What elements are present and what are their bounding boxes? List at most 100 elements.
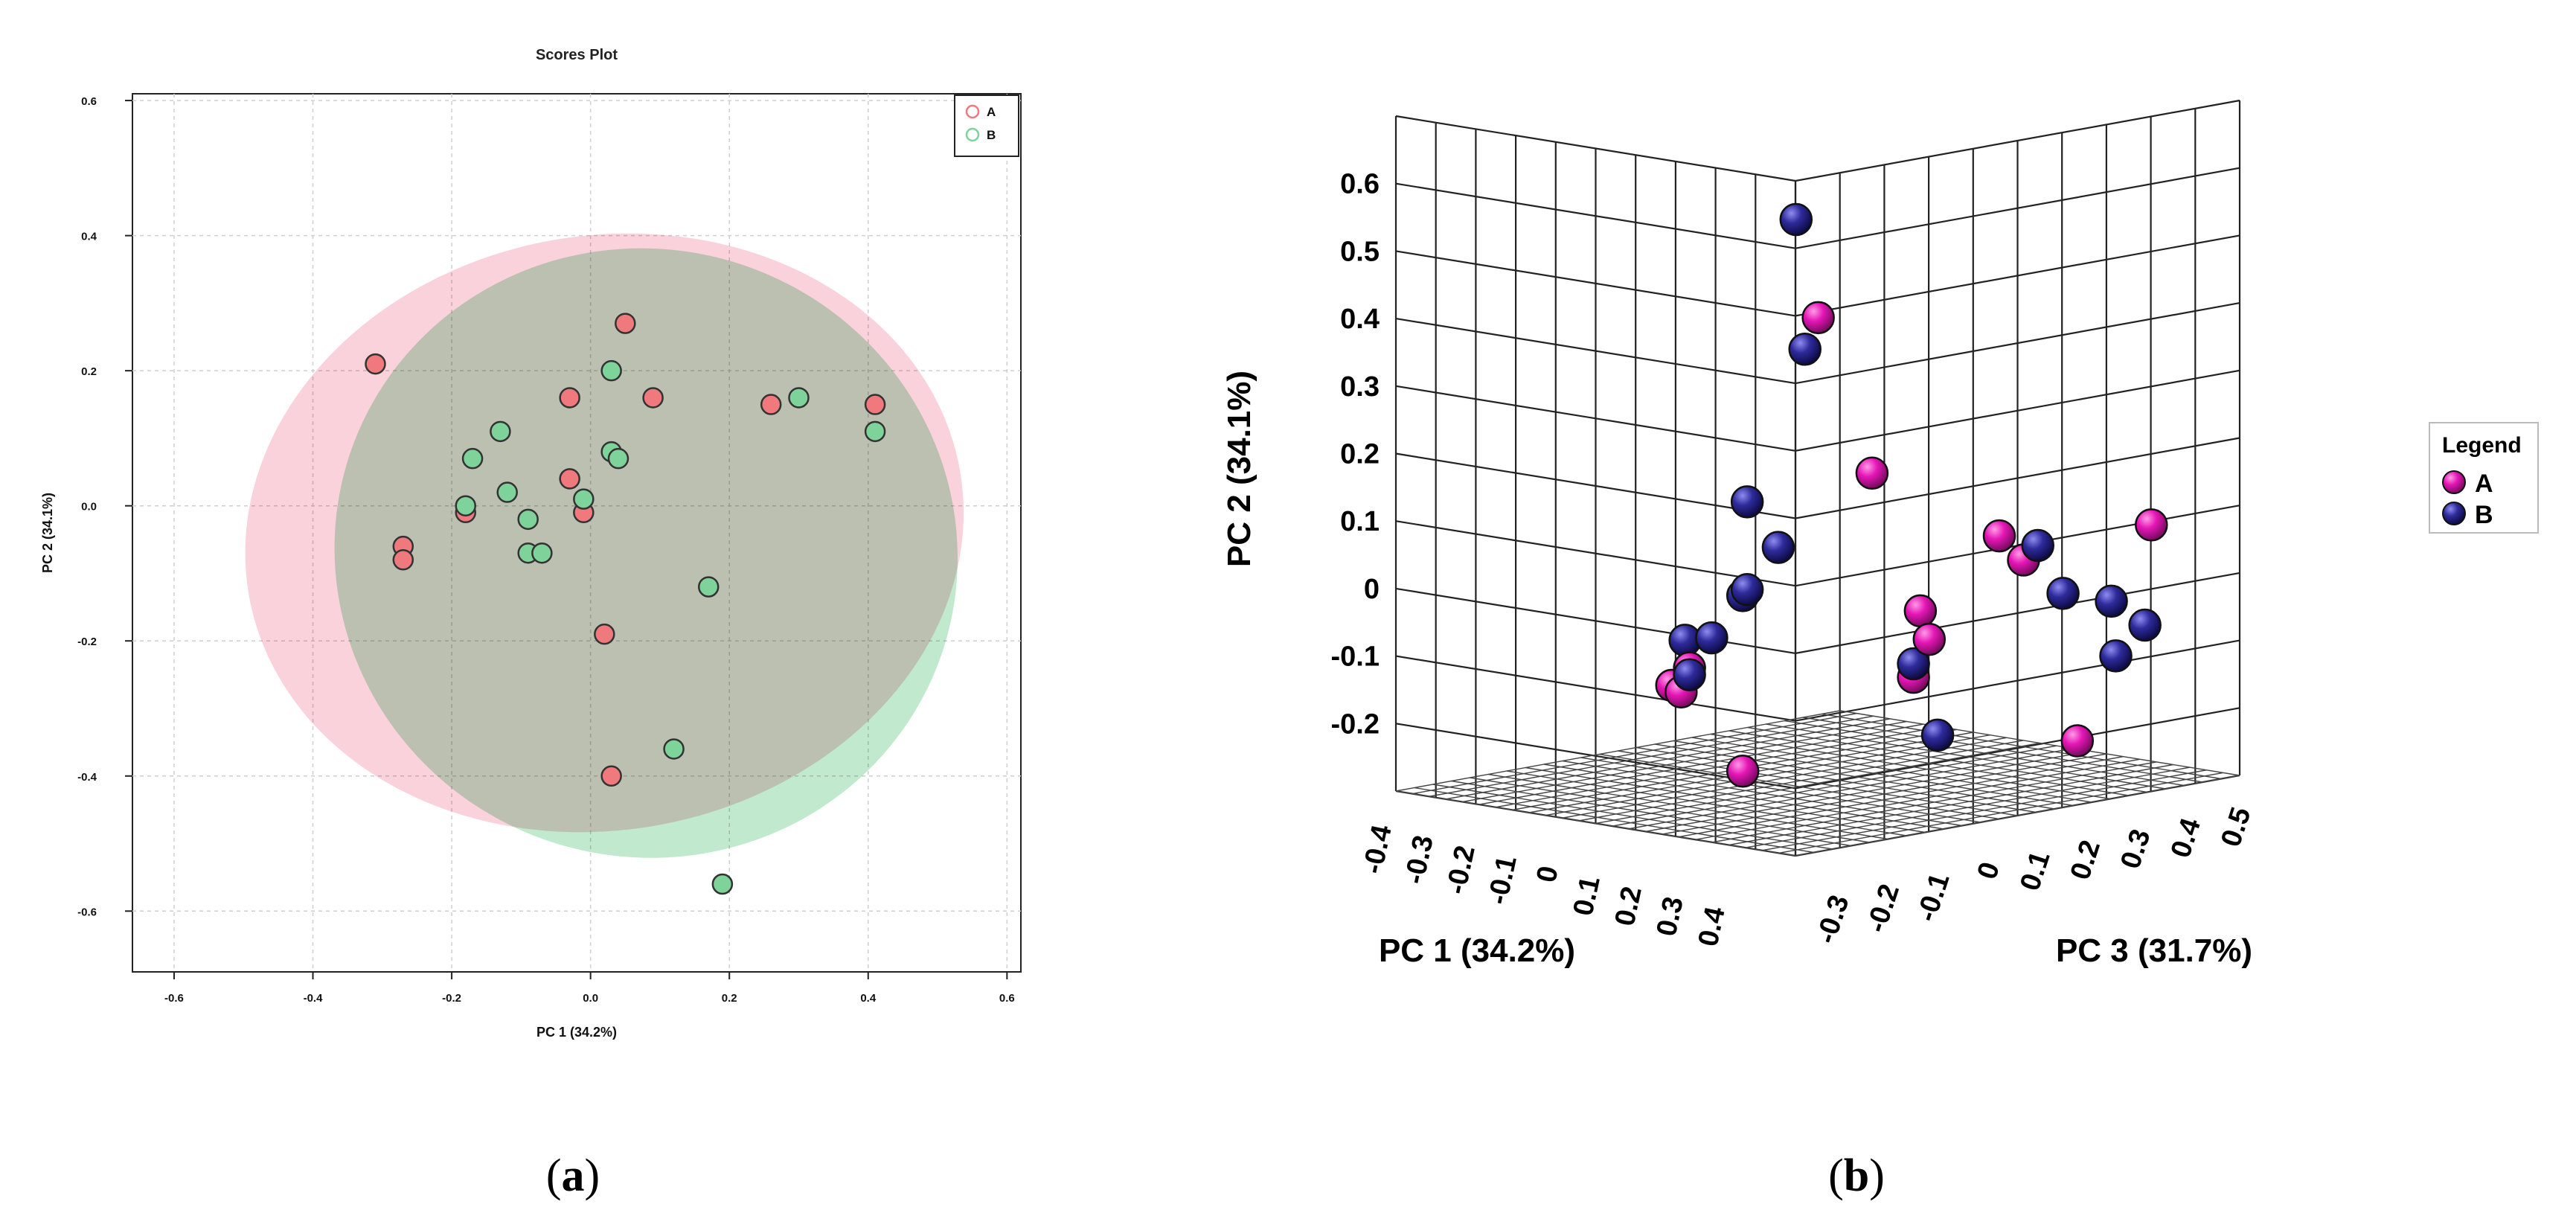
panel-a-title: Scores Plot <box>536 47 618 63</box>
panel-b-x-tick-label-4: 0 <box>1531 863 1564 885</box>
panel-a-point-b-15 <box>711 873 734 895</box>
panel-a-x-tick-label-2: -0.2 <box>442 992 461 1005</box>
panel-b-point-b-1 <box>1788 333 1822 366</box>
panel-a-point-a-1 <box>615 313 636 334</box>
panel-a-point-b-2 <box>600 359 622 382</box>
panel-b-z-tick-label-7: 0.4 <box>2165 815 2207 862</box>
panel-b-point-a-7 <box>2135 508 2168 542</box>
panel-b-x-tick-label-8: 0.4 <box>1693 904 1731 949</box>
panel-b-right-wall-h-9 <box>1795 167 2240 249</box>
panel-b-y-tick-label-8: -0.2 <box>1331 708 1380 740</box>
panel-b-floor-a-22 <box>1762 769 2207 851</box>
panel-b-z-tick-label-0: -0.3 <box>1810 892 1855 947</box>
panel-b-x-tick-label-3: -0.1 <box>1482 853 1523 907</box>
panel-a-point-a-11 <box>594 623 615 645</box>
panel-b-floor-a-24 <box>1795 775 2240 857</box>
panel-b-x-tick-label-0: -0.4 <box>1357 822 1398 877</box>
panel-b-left-wall-h-4 <box>1395 520 1796 587</box>
panel-b-y-tick-label-5: 0.1 <box>1340 506 1380 537</box>
panel-a-x-ticks: -0.6 -0.4 -0.2 0.0 0.2 0.4 0.6 <box>164 972 1015 1005</box>
panel-a-x-tick-label-5: 0.4 <box>860 992 877 1005</box>
panel-a-point-b-4 <box>864 420 886 443</box>
panel-b-right-wall-h-7 <box>1795 302 2240 385</box>
panel-b-point-b-0 <box>1779 202 1813 237</box>
panel-a-legend-marker-a <box>965 104 980 119</box>
panel-a-y-tick-label-2: 0.2 <box>81 365 97 378</box>
panel-a-point-b-9 <box>517 508 539 531</box>
panel-b-x-tick-label-1: -0.3 <box>1399 833 1440 887</box>
panel-b-right-wall-h-10 <box>1795 99 2240 182</box>
panel-a-points <box>365 313 886 895</box>
panel-b-point-b-15 <box>2128 608 2162 642</box>
panel-b-x-tick-label-6: 0.2 <box>1609 884 1648 929</box>
panel-b-y-tick-label-4: 0.2 <box>1340 439 1380 470</box>
panel-a-point-a-3 <box>642 387 664 409</box>
panel-b-legend: Legend A B <box>2429 422 2539 534</box>
panel-a-point-a-2 <box>559 387 580 409</box>
panel-b-3d-scores-plot: 0.60.50.40.30.20.10-0.1-0.2 -0.4 -0.3 -0.2… <box>1221 99 2539 1201</box>
panel-a-point-b-10 <box>573 488 595 510</box>
panel-a-legend-marker-b <box>965 127 980 142</box>
panel-b-point-a-12 <box>1726 754 1760 788</box>
panel-b-y-ticks: 0.6 0.5 0.4 0.3 0.2 0.1 0 -0.1 -0.2 <box>1331 169 1380 740</box>
panel-a-point-b-3 <box>788 387 810 409</box>
panel-a-x-axis-label: PC 1 (34.2%) <box>536 1025 617 1040</box>
panel-b-legend-marker-a <box>2442 470 2466 494</box>
panel-b-y-tick-label-6: 0 <box>1364 574 1380 605</box>
panel-b-legend-title: Legend <box>2442 433 2522 458</box>
panel-a-point-a-9 <box>559 468 580 490</box>
panel-a-plot-area <box>132 93 1022 973</box>
panel-b-z-tick-label-2: -0.1 <box>1911 869 1955 925</box>
panel-a-ellipse-a <box>245 233 964 833</box>
panel-a-scores-plot: Scores Plot -0.6 -0.4 -0.2 0.0 0.2 0.4 0.6 0.6… <box>40 47 1022 1201</box>
panel-a-point-b-0 <box>490 420 511 443</box>
panel-b-x-tick-label-5: 0.1 <box>1568 874 1606 918</box>
panel-b-y-tick-label-1: 0.5 <box>1340 236 1380 267</box>
panel-b-points <box>1655 202 2168 788</box>
panel-a-y-tick-label-0: 0.6 <box>81 95 97 108</box>
panel-b-right-wall-h-8 <box>1795 234 2240 317</box>
panel-b-right-wall-h-5 <box>1795 437 2240 519</box>
panel-a-point-b-7 <box>496 481 518 503</box>
panel-b-point-a-5 <box>1982 519 2016 553</box>
panel-b-x-ticks: -0.4 -0.3 -0.2 -0.1 0 0.1 0.2 0.3 0.4 <box>1357 822 1731 949</box>
panel-b-point-b-6 <box>1695 621 1728 655</box>
panel-b-z-tick-label-1: -0.2 <box>1861 880 1906 936</box>
panel-a-point-a-12 <box>600 765 622 787</box>
panel-a-y-axis-label: PC 2 (34.1%) <box>40 493 55 573</box>
panel-a-legend: A B <box>954 95 1019 157</box>
panel-b-point-b-12 <box>2046 577 2080 610</box>
panel-b-y-tick-label-7: -0.1 <box>1331 641 1380 673</box>
panel-a-caption-letter: a <box>562 1150 585 1201</box>
panel-a-point-b-8 <box>455 495 476 516</box>
panel-b-floor-b-24 <box>1839 710 2240 776</box>
panel-b-left-wall-h-5 <box>1395 452 1796 519</box>
panel-a-point-b-1 <box>461 447 484 470</box>
panel-a-x-tick-label-0: -0.6 <box>164 992 184 1005</box>
panel-b-caption-letter: b <box>1844 1150 1869 1201</box>
panel-b-y-tick-label-3: 0.3 <box>1340 371 1380 403</box>
panel-b-left-wall-h-3 <box>1395 587 1796 654</box>
panel-b-legend-marker-b <box>2442 502 2466 525</box>
panel-a-point-a-0 <box>365 353 386 375</box>
panel-a-y-tick-label-5: -0.4 <box>77 771 97 784</box>
panel-b-point-b-11 <box>2021 528 2054 563</box>
panel-a-point-b-14 <box>663 738 685 760</box>
panel-a-point-a-5 <box>864 394 886 415</box>
panel-b-y-tick-label-0: 0.6 <box>1340 169 1380 200</box>
panel-b-point-b-13 <box>2095 584 2128 618</box>
panel-b-3d-grid-walls <box>1394 99 2241 857</box>
panel-b-right-wall-h-2 <box>1795 639 2240 722</box>
panel-a-x-tick-label-1: -0.4 <box>304 992 324 1005</box>
panel-b-left-wall-h-10 <box>1395 115 1796 182</box>
panel-b-floor-b-20 <box>1766 723 2166 790</box>
panel-b-point-a-2 <box>1903 594 1938 628</box>
panel-b-point-a-3 <box>1912 622 1947 656</box>
panel-b-left-wall-h-7 <box>1395 318 1796 385</box>
panel-a-y-tick-label-6: -0.6 <box>77 906 97 918</box>
panel-b-y-axis-label: PC 2 (34.1%) <box>1221 371 1257 567</box>
panel-a-y-tick-label-1: 0.4 <box>81 231 97 243</box>
panel-b-point-a-11 <box>2060 724 2095 758</box>
panel-a-y-tick-label-4: -0.2 <box>77 636 97 648</box>
panel-a-legend-box <box>954 95 1019 157</box>
